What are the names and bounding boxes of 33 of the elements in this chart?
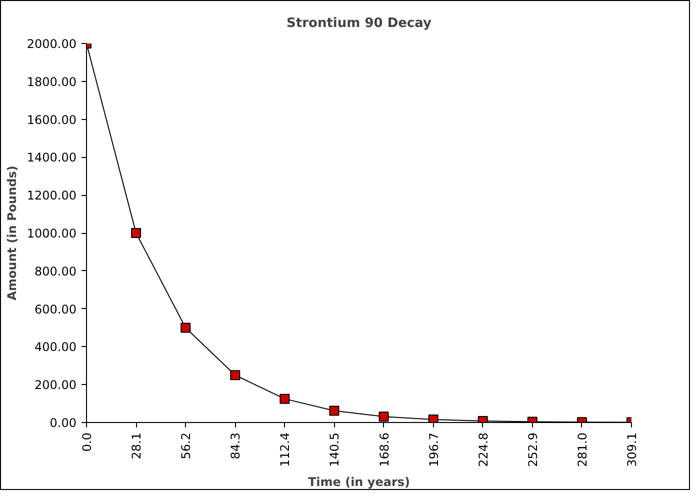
x-tick-label: 281.0 [575,432,590,467]
y-tick-label: 1400.00 [26,150,76,165]
y-tick-label: 1800.00 [26,74,76,89]
x-tick-label: 56.2 [179,432,194,460]
x-tick-label: 224.8 [476,432,490,467]
point [378,412,389,422]
y-tick-label: 400.00 [34,340,77,354]
y-tick-label: 1600.00 [26,112,76,127]
point [180,322,191,333]
y-tick-label: 2000.00 [26,37,76,51]
x-tick-label: 196.7 [426,432,441,467]
x-tick-label: 252.9 [526,432,540,467]
point [329,406,340,416]
y-tick-label: 1200.00 [26,188,76,203]
point [131,228,142,238]
x-tick-label: 112.4 [278,432,292,467]
y-axis-title: Amount (in Pounds) [4,166,19,300]
x-tick-label: 168.6 [377,432,392,467]
chart-title: Strontium 90 Decay [286,16,432,31]
y-tick-label: 800.00 [34,264,77,278]
y-tick-label: 600.00 [34,302,77,316]
x-tick-label: 140.5 [328,432,342,467]
point [428,414,438,422]
y-tick-label: 200.00 [34,378,77,392]
x-tick-label: 0.0 [80,432,94,452]
y-tick-label: 1000.00 [26,226,76,240]
point [230,370,240,380]
x-tick-label: 309.1 [625,432,639,467]
x-tick-label: 84.3 [228,432,243,460]
x-tick-label: 28.1 [130,432,144,460]
x-axis-title: Time (in years) [308,474,410,489]
point [280,394,290,404]
y-tick-label: 0.00 [50,416,76,430]
